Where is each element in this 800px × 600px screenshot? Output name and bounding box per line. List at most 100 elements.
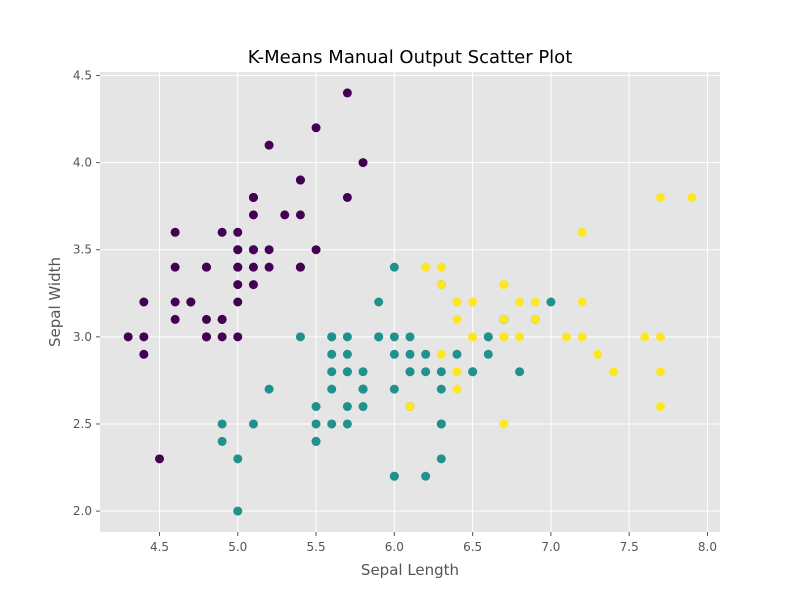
cluster-0-point xyxy=(264,262,274,272)
cluster-0-point xyxy=(248,262,258,272)
cluster-2-point xyxy=(499,419,509,429)
cluster-2-point xyxy=(499,280,509,290)
cluster-1-point xyxy=(405,367,415,377)
chart-title: K-Means Manual Output Scatter Plot xyxy=(248,47,573,68)
cluster-0-point xyxy=(295,175,305,185)
x-tick-label: 4.5 xyxy=(150,540,169,554)
cluster-2-point xyxy=(687,192,697,202)
x-tick-label: 7.5 xyxy=(620,540,639,554)
cluster-1-point xyxy=(436,384,446,394)
cluster-2-point xyxy=(468,332,478,342)
cluster-1-point xyxy=(468,367,478,377)
cluster-2-point xyxy=(452,314,462,324)
cluster-0-point xyxy=(358,158,368,168)
cluster-2-point xyxy=(562,332,572,342)
cluster-2-point xyxy=(656,192,666,202)
cluster-1-point xyxy=(217,419,227,429)
cluster-1-point xyxy=(295,332,305,342)
cluster-1-point xyxy=(342,367,352,377)
x-axis-label: Sepal Length xyxy=(361,561,459,579)
cluster-1-point xyxy=(436,419,446,429)
cluster-1-point xyxy=(421,349,431,359)
cluster-0-point xyxy=(233,262,243,272)
cluster-1-point xyxy=(358,384,368,394)
cluster-0-point xyxy=(311,245,321,255)
cluster-0-point xyxy=(233,280,243,290)
cluster-2-point xyxy=(656,367,666,377)
cluster-1-point xyxy=(311,436,321,446)
cluster-0-point xyxy=(123,332,133,342)
cluster-1-point xyxy=(389,332,399,342)
cluster-2-point xyxy=(436,349,446,359)
y-tick-label: 2.0 xyxy=(73,504,92,518)
cluster-0-point xyxy=(311,123,321,133)
cluster-2-point xyxy=(421,262,431,272)
x-tick-label: 8.0 xyxy=(698,540,717,554)
cluster-1-point xyxy=(389,471,399,481)
cluster-1-point xyxy=(389,349,399,359)
cluster-0-point xyxy=(139,349,149,359)
cluster-0-point xyxy=(186,297,196,307)
cluster-1-point xyxy=(342,332,352,342)
cluster-1-point xyxy=(342,349,352,359)
cluster-0-point xyxy=(248,192,258,202)
cluster-1-point xyxy=(452,349,462,359)
cluster-2-point xyxy=(515,332,525,342)
cluster-2-point xyxy=(515,297,525,307)
cluster-0-point xyxy=(248,245,258,255)
y-tick-label: 3.5 xyxy=(73,243,92,257)
y-tick-label: 4.0 xyxy=(73,156,92,170)
cluster-1-point xyxy=(327,349,337,359)
cluster-1-point xyxy=(405,332,415,342)
cluster-0-point xyxy=(248,280,258,290)
cluster-1-point xyxy=(342,419,352,429)
cluster-1-point xyxy=(546,297,556,307)
cluster-1-point xyxy=(264,384,274,394)
cluster-1-point xyxy=(358,402,368,412)
axis-ticks: 4.5 5.0 5.5 6.0 6.5 7.0 7.5 8.0 2.0 2.5 3.0 3.5 4.0 4… xyxy=(73,68,717,554)
x-tick-label: 7.0 xyxy=(541,540,560,554)
cluster-0-point xyxy=(342,88,352,98)
cluster-0-point xyxy=(217,332,227,342)
cluster-1-point xyxy=(389,262,399,272)
cluster-0-point xyxy=(264,245,274,255)
cluster-1-point xyxy=(342,402,352,412)
cluster-0-point xyxy=(201,262,211,272)
cluster-0-point xyxy=(280,210,290,220)
cluster-2-point xyxy=(468,297,478,307)
cluster-0-point xyxy=(342,192,352,202)
cluster-2-point xyxy=(577,227,587,237)
y-tick-label: 2.5 xyxy=(73,417,92,431)
cluster-1-point xyxy=(327,384,337,394)
cluster-1-point xyxy=(327,332,337,342)
cluster-2-point xyxy=(452,367,462,377)
x-tick-label: 5.5 xyxy=(307,540,326,554)
cluster-1-point xyxy=(483,332,493,342)
cluster-2-point xyxy=(452,384,462,394)
cluster-0-point xyxy=(248,210,258,220)
cluster-2-point xyxy=(530,297,540,307)
cluster-0-point xyxy=(139,297,149,307)
cluster-0-point xyxy=(295,262,305,272)
cluster-2-point xyxy=(436,280,446,290)
cluster-2-point xyxy=(640,332,650,342)
cluster-1-point xyxy=(217,436,227,446)
plot-area xyxy=(100,72,720,532)
cluster-1-point xyxy=(311,402,321,412)
cluster-1-point xyxy=(515,367,525,377)
cluster-1-point xyxy=(311,419,321,429)
data-points xyxy=(123,88,697,516)
cluster-0-point xyxy=(201,314,211,324)
cluster-1-point xyxy=(436,454,446,464)
cluster-1-point xyxy=(358,367,368,377)
cluster-0-point xyxy=(233,297,243,307)
cluster-2-point xyxy=(609,367,619,377)
cluster-1-point xyxy=(389,384,399,394)
cluster-1-point xyxy=(233,454,243,464)
cluster-0-point xyxy=(139,332,149,342)
cluster-1-point xyxy=(374,332,384,342)
cluster-1-point xyxy=(405,349,415,359)
cluster-2-point xyxy=(530,314,540,324)
cluster-0-point xyxy=(233,227,243,237)
